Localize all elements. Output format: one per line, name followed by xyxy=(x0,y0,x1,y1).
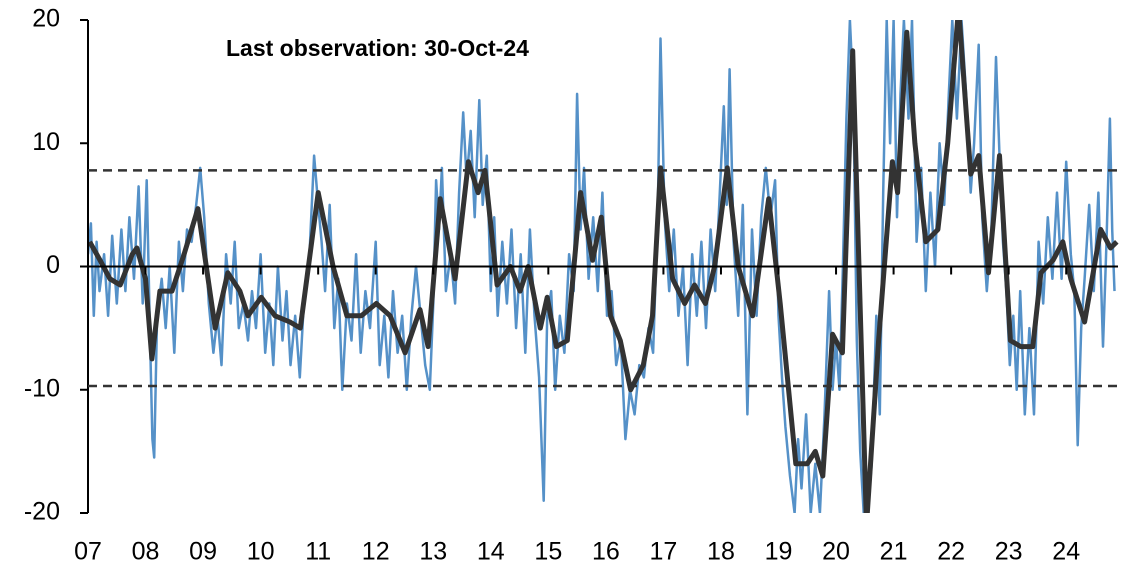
y-tick-label: 10 xyxy=(32,128,60,156)
y-tick-label: 0 xyxy=(46,251,60,279)
x-tick-label: 11 xyxy=(305,538,331,566)
series-line xyxy=(88,20,1119,513)
x-tick-label: 09 xyxy=(189,538,217,566)
annotation: Last observation: 30-Oct-24 xyxy=(226,35,529,61)
x-tick-label: 14 xyxy=(477,538,505,566)
x-tick-label: 15 xyxy=(534,538,562,566)
plot-area xyxy=(88,20,1119,513)
x-tick-label: 19 xyxy=(765,538,793,566)
x-tick-label: 08 xyxy=(132,538,160,566)
x-tick-label: 23 xyxy=(995,538,1023,566)
y-tick-label: 20 xyxy=(32,5,60,33)
x-tick-label: 16 xyxy=(592,538,620,566)
x-tick-label: 17 xyxy=(650,538,678,566)
y-tick-label: -20 xyxy=(24,498,60,526)
x-tick-label: 12 xyxy=(362,538,390,566)
x-tick-label: 07 xyxy=(74,538,102,566)
y-tick-label: -10 xyxy=(24,374,60,402)
x-tick-label: 22 xyxy=(937,538,965,566)
x-tick-label: 24 xyxy=(1052,538,1080,566)
x-tick-label: 18 xyxy=(707,538,735,566)
x-tick-label: 10 xyxy=(247,538,275,566)
x-tick-label: 21 xyxy=(880,538,908,566)
x-tick-label: 13 xyxy=(419,538,447,566)
x-tick-label: 20 xyxy=(822,538,850,566)
